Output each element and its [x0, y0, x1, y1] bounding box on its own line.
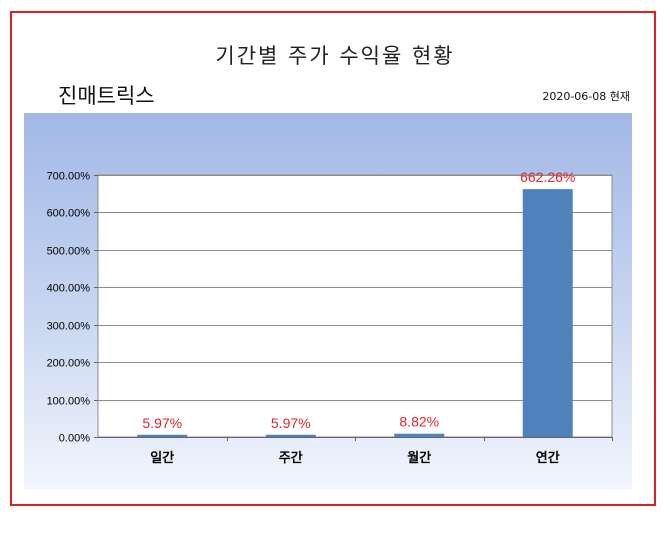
bar [137, 434, 188, 437]
company-name: 진매트릭스 [58, 84, 155, 108]
bar [522, 189, 573, 437]
chart-frame [10, 11, 656, 506]
x-tick-label: 주간 [279, 450, 303, 466]
bar [394, 433, 445, 437]
y-tick-label: 200.00% [47, 358, 91, 370]
y-tick-label: 400.00% [47, 283, 91, 295]
y-tick-label: 0.00% [59, 433, 90, 445]
y-tick-label: 700.00% [47, 171, 91, 183]
x-tick-label: 월간 [407, 450, 431, 466]
data-label: 5.97% [142, 415, 182, 431]
y-tick-label: 500.00% [47, 246, 91, 258]
chart-title: 기간별 주가 수익율 현황 [215, 44, 455, 68]
data-label: 8.82% [399, 414, 439, 430]
y-tick-label: 100.00% [47, 396, 91, 408]
x-tick-label: 일간 [150, 450, 174, 466]
data-label: 5.97% [271, 415, 311, 431]
x-tick-label: 연간 [536, 450, 560, 466]
as-of-date: 2020-06-08 현재 [542, 90, 630, 103]
bar [265, 434, 316, 437]
y-tick-label: 300.00% [47, 321, 91, 333]
data-label: 662.26% [520, 169, 575, 185]
y-tick-label: 600.00% [47, 208, 91, 220]
